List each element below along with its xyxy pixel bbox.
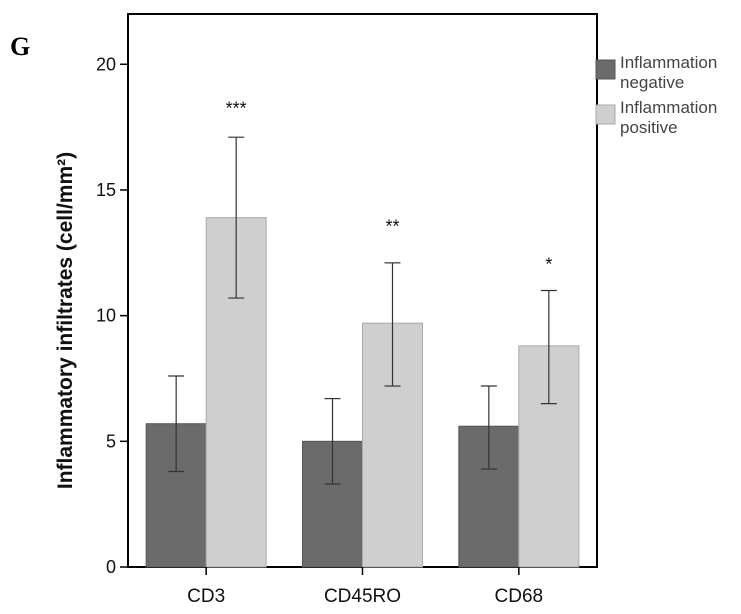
legend-label-line: positive bbox=[620, 118, 678, 137]
x-tick-label: CD68 bbox=[495, 586, 544, 607]
y-tick-label: 5 bbox=[106, 431, 116, 451]
legend-entry-label: Inflammation positive bbox=[620, 98, 717, 137]
x-tick-label: CD45RO bbox=[324, 586, 401, 607]
y-tick-label: 0 bbox=[106, 557, 116, 577]
legend-label-line: negative bbox=[620, 73, 684, 92]
y-axis-title-group: Inflammatory infiltrates (cell/mm²) bbox=[54, 152, 77, 489]
plot-area: 0 5 10 15 20 CD3 *** CD45RO ** CD68 * bbox=[96, 13, 598, 607]
legend-label-line: Inflammation bbox=[620, 98, 717, 117]
y-tick-label: 15 bbox=[96, 180, 116, 200]
legend-swatch bbox=[595, 59, 616, 80]
legend-entry-label: Inflammation negative bbox=[620, 53, 717, 92]
significance-label: *** bbox=[226, 99, 247, 119]
panel-label: G bbox=[10, 32, 30, 61]
significance-label: ** bbox=[385, 217, 399, 237]
y-axis-title: Inflammatory infiltrates (cell/mm²) bbox=[54, 152, 77, 489]
legend-label-line: Inflammation bbox=[620, 53, 717, 72]
y-tick-label: 10 bbox=[96, 306, 116, 326]
y-tick-label: 20 bbox=[96, 54, 116, 74]
significance-label: * bbox=[545, 254, 552, 274]
x-tick-label: CD3 bbox=[187, 586, 225, 607]
legend-swatch bbox=[595, 104, 616, 125]
